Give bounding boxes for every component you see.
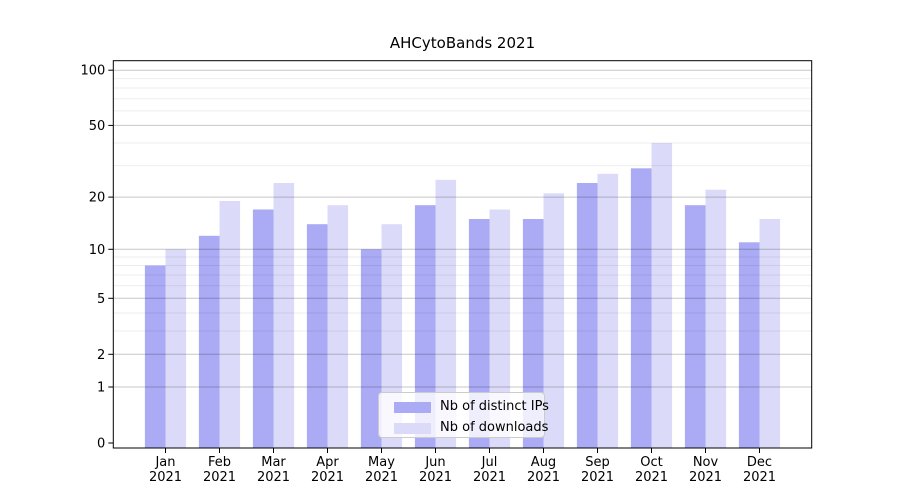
x-tick-label-month-sep: Sep	[585, 455, 610, 470]
x-tick-label-month-aug: Aug	[531, 455, 556, 470]
x-tick-label-month-may: May	[368, 455, 395, 470]
bar-nb-of-downloads-jun	[435, 179, 457, 449]
bar-nb-of-downloads-sep	[597, 173, 619, 449]
y-tick-label-50: 50	[89, 119, 106, 134]
bar-nb-of-distinct-ips-feb	[198, 235, 220, 448]
x-tick-label-month-jul: Jul	[481, 455, 498, 470]
x-tick-label-month-feb: Feb	[208, 455, 231, 470]
x-tick-label-year-feb: 2021	[203, 470, 236, 485]
chart-title: AHCytoBands 2021	[389, 34, 536, 52]
x-tick-label-year-oct: 2021	[635, 470, 668, 485]
y-tick-label-100: 100	[80, 64, 105, 79]
legend-row-downloads: Nb of downloads	[394, 420, 548, 436]
bar-nb-of-distinct-ips-jun	[414, 205, 436, 448]
bar-nb-of-distinct-ips-jan	[144, 265, 166, 448]
bar-nb-of-distinct-ips-aug	[522, 219, 544, 448]
plot-frame	[112, 60, 813, 449]
y-tick-label-2: 2	[97, 348, 105, 363]
x-tick-label-year-may: 2021	[365, 470, 398, 485]
legend-label-downloads: Nb of downloads	[440, 420, 549, 435]
bar-nb-of-downloads-dec	[759, 219, 781, 448]
x-tick-label-month-jan: Jan	[154, 455, 175, 470]
bar-nb-of-downloads-mar	[273, 183, 295, 448]
bar-nb-of-distinct-ips-apr	[306, 224, 328, 448]
x-tick-label-month-oct: Oct	[640, 455, 662, 470]
x-tick-label-month-dec: Dec	[747, 455, 772, 470]
legend-swatch-distinct-ips	[394, 401, 431, 413]
bar-nb-of-downloads-aug	[543, 193, 565, 448]
bar-nb-of-distinct-ips-oct	[630, 168, 652, 449]
x-tick-label-month-mar: Mar	[261, 455, 286, 470]
bar-nb-of-distinct-ips-may	[360, 249, 382, 448]
legend: Nb of distinct IPs Nb of downloads	[378, 392, 549, 438]
bar-nb-of-distinct-ips-mar	[252, 209, 274, 448]
x-tick-label-year-apr: 2021	[311, 470, 344, 485]
x-tick-label-year-aug: 2021	[527, 470, 560, 485]
legend-swatch-downloads	[394, 422, 431, 434]
x-tick-label-month-apr: Apr	[316, 455, 339, 470]
x-tick-label-month-jun: Jun	[424, 455, 445, 470]
x-tick-label-year-mar: 2021	[257, 470, 290, 485]
bar-nb-of-distinct-ips-nov	[684, 205, 706, 448]
x-tick-label-year-nov: 2021	[689, 470, 722, 485]
bar-nb-of-downloads-nov	[705, 189, 727, 448]
bar-nb-of-distinct-ips-dec	[738, 242, 760, 448]
bar-nb-of-downloads-oct	[651, 143, 673, 448]
x-tick-label-year-jun: 2021	[419, 470, 452, 485]
x-tick-label-month-nov: Nov	[693, 455, 719, 470]
y-tick-label-20: 20	[89, 191, 106, 206]
bar-nb-of-downloads-feb	[219, 201, 241, 448]
legend-label-distinct-ips: Nb of distinct IPs	[440, 399, 549, 414]
bar-nb-of-distinct-ips-sep	[576, 183, 598, 448]
bar-nb-of-downloads-jan	[165, 249, 187, 448]
y-tick-label-5: 5	[97, 292, 105, 307]
legend-row-distinct-ips: Nb of distinct IPs	[394, 399, 549, 415]
bar-nb-of-downloads-jul	[489, 209, 511, 448]
y-tick-label-10: 10	[89, 243, 106, 258]
x-tick-label-year-jul: 2021	[473, 470, 506, 485]
x-tick-label-year-sep: 2021	[581, 470, 614, 485]
bar-nb-of-downloads-apr	[327, 205, 349, 448]
y-tick-label-0: 0	[97, 437, 105, 452]
y-tick-label-1: 1	[97, 381, 105, 396]
x-tick-label-year-dec: 2021	[743, 470, 776, 485]
bar-nb-of-distinct-ips-jul	[468, 219, 490, 448]
x-tick-label-year-jan: 2021	[149, 470, 182, 485]
